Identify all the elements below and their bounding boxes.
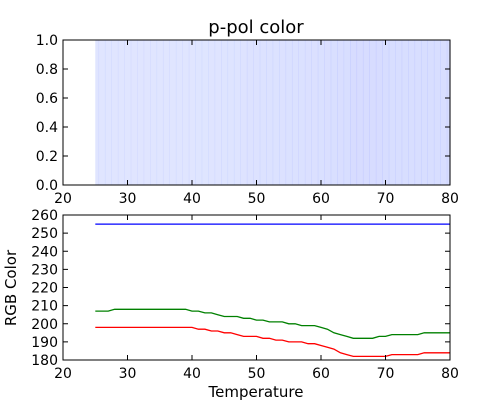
bottom-y-tick-label: 220 xyxy=(31,281,58,297)
chart-title: p-pol color xyxy=(208,17,304,38)
color-band xyxy=(111,40,119,185)
color-band xyxy=(382,40,390,185)
color-band xyxy=(227,40,235,185)
color-band xyxy=(137,40,145,185)
color-band xyxy=(311,40,319,185)
top-x-tick-label: 30 xyxy=(119,191,137,207)
color-band xyxy=(253,40,261,185)
color-band xyxy=(408,40,416,185)
color-band xyxy=(350,40,358,185)
top-plot-area xyxy=(95,40,451,185)
color-band xyxy=(388,40,396,185)
color-band xyxy=(124,40,132,185)
bottom-x-tick-label: 80 xyxy=(441,366,459,382)
color-band xyxy=(246,40,254,185)
top-y-tick-label: 0.8 xyxy=(36,62,58,78)
color-band xyxy=(143,40,151,185)
color-band xyxy=(427,40,435,185)
color-band xyxy=(150,40,158,185)
top-x-tick-label: 40 xyxy=(183,191,201,207)
color-band xyxy=(343,40,351,185)
color-band xyxy=(233,40,241,185)
color-band xyxy=(272,40,280,185)
bottom-y-tick-label: 230 xyxy=(31,262,58,278)
color-band xyxy=(401,40,409,185)
color-band xyxy=(104,40,112,185)
bottom-x-tick-label: 40 xyxy=(183,366,201,382)
bottom-y-tick-label: 180 xyxy=(31,353,58,369)
bottom-y-tick-label: 200 xyxy=(31,317,58,333)
color-band xyxy=(395,40,403,185)
bottom-y-tick-label: 250 xyxy=(31,226,58,242)
color-band xyxy=(324,40,332,185)
bottom-plot-area xyxy=(95,223,450,358)
color-band xyxy=(337,40,345,185)
top-x-tick-label: 50 xyxy=(248,191,266,207)
color-band xyxy=(201,40,209,185)
color-band xyxy=(221,40,229,185)
color-band xyxy=(195,40,203,185)
color-band xyxy=(330,40,338,185)
color-band xyxy=(446,40,451,185)
bottom-y-tick-label: 240 xyxy=(31,244,58,260)
color-band xyxy=(375,40,383,185)
top-y-tick-label: 0.2 xyxy=(36,149,58,165)
bottom-x-tick-label: 20 xyxy=(54,366,72,382)
color-band xyxy=(208,40,216,185)
bottom-x-tick-label: 50 xyxy=(248,366,266,382)
color-band xyxy=(130,40,138,185)
color-band xyxy=(420,40,429,185)
top-y-tick-label: 1.0 xyxy=(36,33,58,49)
color-band xyxy=(214,40,222,185)
series-line-1 xyxy=(95,308,450,339)
series-line-2 xyxy=(95,326,450,358)
top-x-tick-label: 60 xyxy=(312,191,330,207)
bottom-x-tick-label: 70 xyxy=(377,366,395,382)
color-band xyxy=(362,40,370,185)
color-band xyxy=(117,40,125,185)
bottom-axes: 20 30 40 50 60 70 80 180 190 200 210 220 230 240 250 26… xyxy=(31,208,459,382)
bottom-plot-frame xyxy=(62,214,451,361)
bottom-y-tick-label: 190 xyxy=(31,335,58,351)
top-y-tick-label: 0.0 xyxy=(36,178,58,194)
color-band xyxy=(440,40,448,185)
color-band xyxy=(266,40,274,185)
top-x-tick-label: 20 xyxy=(54,191,72,207)
bottom-panel: 20 30 40 50 60 70 80 180 190 200 210 220 230 240 250 26… xyxy=(2,208,459,400)
top-panel: p-pol color 20 30 40 50 60 70 80 0.0 0.2 0.4 0.6 0.… xyxy=(36,17,459,207)
top-axes: 20 30 40 50 60 70 80 0.0 0.2 0.4 0.6 0.8 1.0 xyxy=(36,33,459,207)
color-band xyxy=(240,40,248,185)
color-band xyxy=(188,40,196,185)
x-axis-title: Temperature xyxy=(207,383,303,400)
bottom-x-tick-label: 30 xyxy=(119,366,137,382)
color-band xyxy=(433,40,441,185)
color-band xyxy=(414,40,422,185)
color-band xyxy=(259,40,267,185)
bottom-x-tick-label: 60 xyxy=(312,366,330,382)
color-band xyxy=(369,40,377,185)
top-x-tick-label: 80 xyxy=(441,191,459,207)
color-band xyxy=(156,40,164,185)
color-band xyxy=(291,40,300,185)
color-band xyxy=(169,40,177,185)
color-band xyxy=(98,40,106,185)
color-band xyxy=(285,40,293,185)
color-band xyxy=(298,40,306,185)
bottom-y-tick-label: 210 xyxy=(31,299,58,315)
color-band xyxy=(95,40,100,185)
bottom-y-tick-label: 260 xyxy=(31,208,58,224)
top-x-tick-label: 70 xyxy=(377,191,395,207)
top-y-tick-label: 0.4 xyxy=(36,120,58,136)
y-axis-title: RGB Color xyxy=(2,249,20,326)
color-band xyxy=(175,40,183,185)
top-y-tick-label: 0.6 xyxy=(36,91,58,107)
color-band xyxy=(279,40,287,185)
color-band xyxy=(182,40,190,185)
color-band xyxy=(162,40,171,185)
color-band xyxy=(317,40,325,185)
color-band xyxy=(304,40,312,185)
color-band xyxy=(356,40,364,185)
